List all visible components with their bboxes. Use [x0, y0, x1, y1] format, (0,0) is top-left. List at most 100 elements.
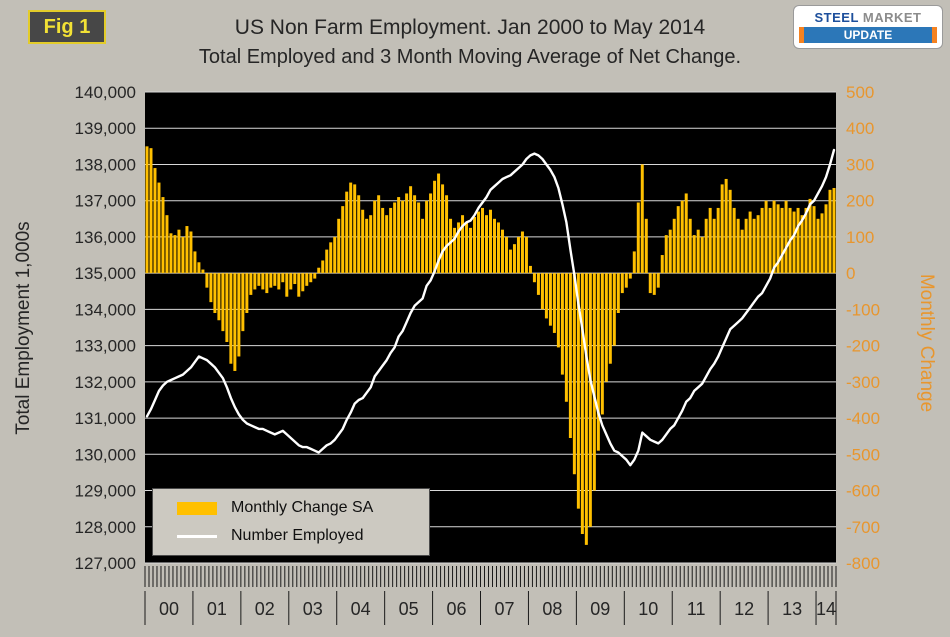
bar	[712, 218, 716, 274]
bar	[772, 200, 776, 274]
bar	[564, 273, 568, 402]
bar	[277, 273, 281, 290]
bar	[640, 164, 644, 274]
bar	[808, 198, 812, 274]
left-tick-label: 132,000	[75, 373, 136, 392]
left-tick-label: 135,000	[75, 264, 136, 283]
bar	[401, 200, 405, 274]
bar	[816, 218, 820, 274]
right-tick-label: -100	[846, 300, 880, 319]
bar	[237, 273, 241, 357]
right-tick-label: -200	[846, 337, 880, 356]
left-tick-label: 127,000	[75, 554, 136, 573]
bar	[516, 236, 520, 274]
bar	[329, 242, 333, 274]
bar	[361, 209, 365, 274]
bar	[660, 255, 664, 274]
bar	[500, 229, 504, 274]
bar	[261, 273, 265, 290]
bar	[572, 273, 576, 475]
year-label: 06	[446, 599, 466, 619]
bar	[540, 273, 544, 310]
right-tick-label: 0	[846, 264, 855, 283]
bar	[800, 215, 804, 274]
bar	[297, 273, 301, 297]
year-label: 05	[399, 599, 419, 619]
bar	[588, 273, 592, 527]
year-label: 08	[542, 599, 562, 619]
bar	[213, 273, 217, 313]
bar	[780, 207, 784, 274]
bar	[325, 249, 329, 274]
bar	[644, 218, 648, 274]
bar	[736, 218, 740, 274]
bar	[417, 202, 421, 274]
bar	[544, 273, 548, 319]
bar	[253, 273, 257, 290]
left-tick-label: 131,000	[75, 409, 136, 428]
bar	[469, 227, 473, 274]
bar	[317, 267, 321, 274]
bar	[209, 273, 213, 303]
bar	[285, 273, 289, 297]
bar	[377, 195, 381, 274]
bar	[684, 193, 688, 274]
legend-item-monthly-change: Monthly Change SA	[177, 499, 429, 517]
bar	[764, 200, 768, 274]
right-axis-title: Monthly Change	[916, 273, 937, 413]
bar	[536, 273, 540, 295]
bar	[776, 204, 780, 274]
bar	[441, 184, 445, 274]
bar	[504, 236, 508, 274]
employment-line	[145, 148, 836, 467]
bar	[225, 273, 229, 342]
bar	[217, 273, 221, 321]
bar	[373, 200, 377, 274]
monthly-change-bars	[145, 146, 836, 545]
bar	[616, 273, 620, 313]
bar	[173, 235, 177, 274]
bar	[512, 244, 516, 274]
bar	[181, 236, 185, 274]
bar	[704, 218, 708, 274]
bar	[465, 222, 469, 274]
bar	[652, 273, 656, 295]
bar	[676, 206, 680, 274]
bar	[177, 229, 181, 274]
bar	[708, 207, 712, 274]
left-tick-label: 137,000	[75, 192, 136, 211]
year-label: 10	[638, 599, 658, 619]
bar	[600, 273, 604, 415]
bar	[812, 206, 816, 274]
left-tick-label: 129,000	[75, 482, 136, 501]
bar	[301, 273, 305, 292]
bar	[668, 229, 672, 274]
bar	[828, 189, 832, 274]
left-tick-label: 133,000	[75, 337, 136, 356]
bar	[245, 273, 249, 313]
bar	[576, 273, 580, 509]
bar	[321, 260, 325, 274]
bar	[197, 262, 201, 274]
bar	[189, 231, 193, 274]
bar	[784, 200, 788, 274]
logo-top-line: STEEL MARKET	[799, 10, 937, 25]
line-series-swatch	[177, 534, 217, 538]
right-tick-label: -500	[846, 445, 880, 464]
bar	[792, 211, 796, 274]
bar	[760, 207, 764, 274]
bar	[477, 211, 481, 274]
bar	[393, 202, 397, 274]
bar	[580, 273, 584, 535]
right-tick-label: -600	[846, 482, 880, 501]
bar	[692, 235, 696, 274]
bar	[632, 251, 636, 274]
legend-label-monthly-change: Monthly Change SA	[231, 499, 374, 516]
bar	[493, 218, 496, 274]
bar	[369, 215, 373, 274]
right-tick-label: -800	[846, 554, 880, 573]
right-tick-label: -300	[846, 373, 880, 392]
bar	[433, 180, 437, 274]
bar	[389, 207, 393, 274]
